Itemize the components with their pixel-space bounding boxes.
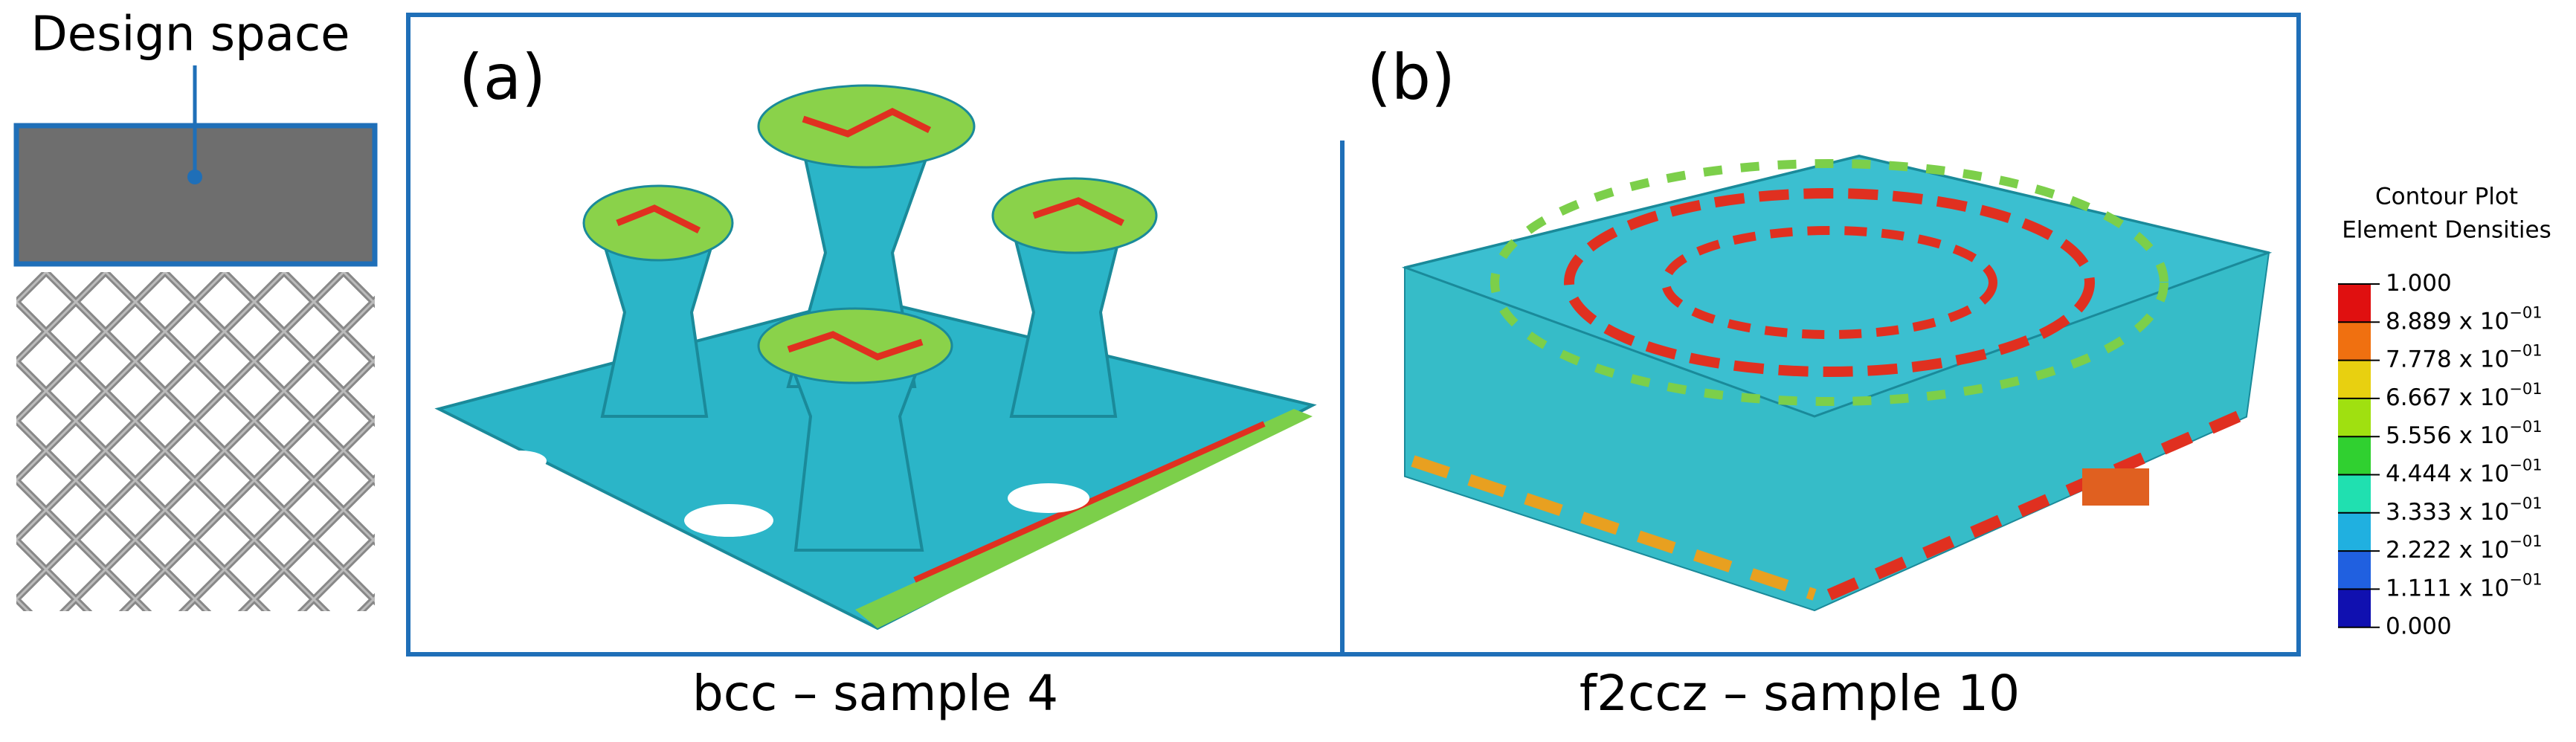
colorbar-segment	[2338, 551, 2371, 590]
colorbar-segment	[2338, 398, 2371, 437]
colorbar-label-text: 6.667 x 10	[2386, 384, 2509, 410]
colorbar-label: 2.222 x 10−01	[2386, 532, 2543, 564]
colorbar-segment	[2338, 284, 2371, 323]
panel-caption: bcc – sample 4	[692, 665, 1058, 722]
colorbar-label: 8.889 x 10−01	[2386, 303, 2543, 335]
colorbar-label-text: 8.889 x 10	[2386, 308, 2509, 335]
colorbar-label-exponent: −01	[2509, 418, 2542, 436]
render-a	[434, 84, 1317, 630]
panel-tag: (a)	[459, 41, 546, 114]
panel-frame	[406, 13, 2301, 656]
colorbar-label: 0.000	[2386, 613, 2452, 639]
colorbar-label-text: 0.000	[2386, 613, 2452, 639]
colorbar-label: 5.556 x 10−01	[2386, 418, 2543, 449]
colorbar-label-exponent: −01	[2509, 532, 2542, 550]
design-space-label: Design space	[30, 7, 350, 62]
colorbar-label: 4.444 x 10−01	[2386, 457, 2543, 488]
colorbar-segment	[2338, 512, 2371, 552]
render-b	[1401, 154, 2273, 612]
colorbar-label-exponent: −01	[2509, 303, 2542, 321]
colorbar-label: 7.778 x 10−01	[2386, 342, 2543, 373]
legend-title: Contour Plot	[2375, 184, 2518, 210]
colorbar-label-text: 3.333 x 10	[2386, 498, 2509, 525]
colorbar-segment	[2338, 589, 2371, 628]
colorbar-label-exponent: −01	[2509, 380, 2542, 398]
colorbar-segment	[2338, 436, 2371, 475]
colorbar-label: 1.111 x 10−01	[2386, 570, 2543, 601]
colorbar-label-text: 1.111 x 10	[2386, 575, 2509, 601]
colorbar-segment	[2338, 360, 2371, 399]
colorbar-label-text: 5.556 x 10	[2386, 422, 2509, 449]
colorbar-segment	[2338, 322, 2371, 361]
colorbar-segment	[2338, 474, 2371, 513]
colorbar-label-exponent: −01	[2509, 494, 2542, 512]
colorbar-label-exponent: −01	[2509, 457, 2542, 474]
lattice	[16, 272, 375, 611]
panel-tag: (b)	[1367, 41, 1455, 114]
panel-caption: f2ccz – sample 10	[1580, 665, 2020, 722]
colorbar-label-exponent: −01	[2509, 570, 2542, 588]
colorbar-label: 1.000	[2386, 270, 2452, 297]
colorbar-label: 3.333 x 10−01	[2386, 494, 2543, 526]
colorbar-label-text: 2.222 x 10	[2386, 537, 2509, 564]
colorbar-label-text: 1.000	[2386, 270, 2452, 297]
colorbar-label: 6.667 x 10−01	[2386, 380, 2543, 411]
colorbar-label-text: 7.778 x 10	[2386, 346, 2509, 372]
colorbar-label-exponent: −01	[2509, 342, 2542, 360]
colorbar-label-text: 4.444 x 10	[2386, 460, 2509, 487]
pointer-dot	[187, 170, 202, 184]
legend-title: Element Densities	[2342, 217, 2551, 244]
